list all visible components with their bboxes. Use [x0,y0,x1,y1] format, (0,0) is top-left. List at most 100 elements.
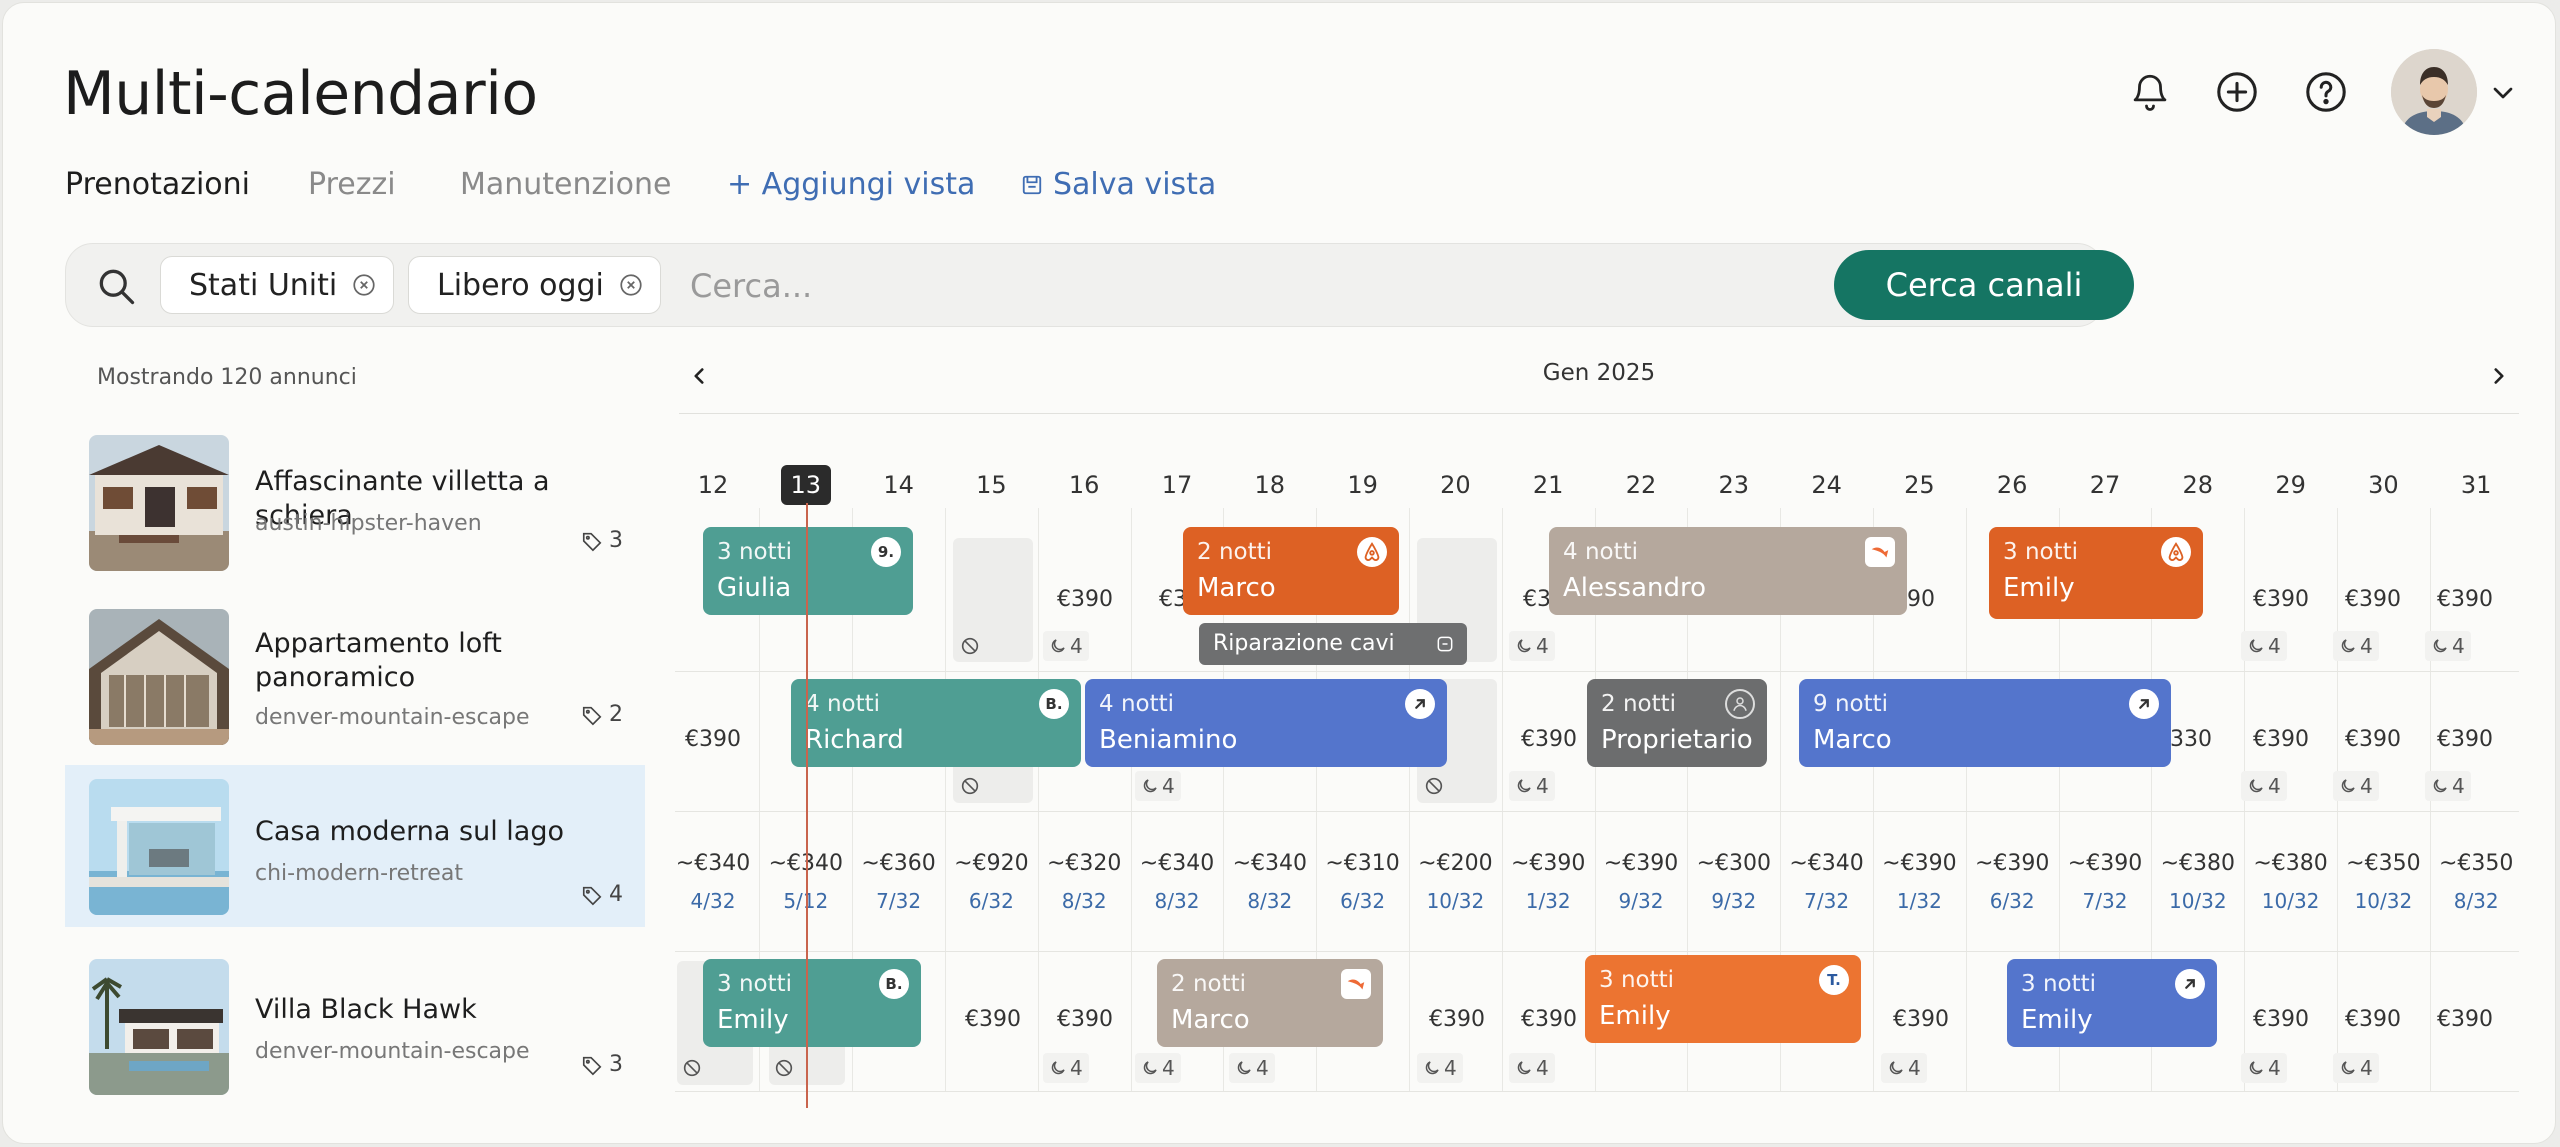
nightly-price[interactable]: ~€340 [761,851,851,876]
nightly-price[interactable]: ~€360 [861,851,936,876]
nightly-price[interactable]: ~€340 [675,851,751,876]
day-header[interactable]: 17 [1161,471,1193,499]
nightly-price[interactable]: ~€350 [2438,851,2514,876]
filter-chip-country[interactable]: Stati Uniti [160,256,395,314]
nightly-price[interactable]: ~€340 [1789,851,1864,876]
booking-block[interactable]: 4 notti Richard B. [791,679,1081,767]
clear-chip-icon[interactable] [351,272,377,298]
booking-block[interactable]: 4 notti Beniamino [1085,679,1447,767]
day-header[interactable]: 15 [976,471,1007,499]
day-header[interactable]: 21 [1532,471,1564,499]
nightly-price[interactable]: ~€920 [954,851,1029,876]
booking-block[interactable]: 3 notti Emily [2007,959,2217,1047]
nightly-price[interactable]: ~€390 [1974,851,2050,876]
day-header[interactable]: 16 [1068,471,1100,499]
plus-circle-icon[interactable] [2212,67,2262,117]
occupancy-ratio: 9/32 [1711,889,1757,913]
nightly-price[interactable]: ~€390 [2067,851,2143,876]
min-stay: 4 [2333,771,2379,801]
owner-icon [1725,689,1755,719]
prev-month-icon[interactable] [679,356,719,396]
day-header[interactable]: 26 [1996,471,2028,499]
booking-guest: Marco [1813,725,1892,755]
channel-badge: B. [879,969,909,999]
chevron-down-icon[interactable] [2487,77,2519,109]
day-header[interactable]: 31 [2460,471,2492,499]
listing-row[interactable]: Appartamento loft panoramico denver-moun… [65,595,645,757]
save-view-button[interactable]: Salva vista [1021,167,1216,202]
booking-block[interactable]: 9 notti Marco [1799,679,2171,767]
day-header[interactable]: 12 [697,471,729,499]
search-channels-button[interactable]: Cerca canali [1834,250,2134,320]
occupancy-ratio: 8/32 [2453,889,2499,913]
add-view-button[interactable]: + Aggiungi vista [727,167,975,202]
listing-photo [89,609,229,745]
day-header[interactable]: 27 [2089,471,2121,499]
help-icon[interactable] [2301,67,2351,117]
booking-block[interactable]: 3 notti Giulia 9. [703,527,913,615]
booking-block[interactable]: 2 notti Proprietario [1587,679,1767,767]
tab-maintenance[interactable]: Manutenzione [460,167,672,202]
day-header[interactable]: 20 [1440,471,1471,499]
nightly-price[interactable]: ~€310 [1325,851,1400,876]
nightly-price[interactable]: ~€380 [2160,851,2235,876]
booking-block[interactable]: 3 notti Emily T. [1585,955,1861,1043]
day-header[interactable]: 14 [883,471,914,499]
row-divider [675,811,2519,812]
day-header[interactable]: 25 [1904,471,1935,499]
clear-chip-icon[interactable] [618,272,644,298]
nightly-price[interactable]: ~€390 [1510,851,1586,876]
arrow-icon [2129,689,2159,719]
tag-count: 2 [581,702,623,727]
day-header[interactable]: 29 [2275,471,2306,499]
nightly-price[interactable]: ~€300 [1696,851,1771,876]
day-header[interactable]: 22 [1625,471,1657,499]
day-header[interactable]: 18 [1254,471,1286,499]
bell-icon[interactable] [2125,67,2175,117]
day-header[interactable]: 24 [1811,471,1842,499]
nightly-price: €390 [2345,1007,2401,1032]
occupancy-ratio: 1/32 [1896,889,1942,913]
day-header[interactable]: 23 [1718,471,1750,499]
tag-icon [582,532,602,551]
column-divider [945,508,946,1091]
listing-slug: austin-hipster-haven [255,511,482,536]
day-header[interactable]: 19 [1347,471,1378,499]
listing-row-selected[interactable]: Casa moderna sul lago chi-modern-retreat… [65,765,645,927]
maintenance-block[interactable]: Riparazione cavi [1199,623,1467,665]
nightly-price[interactable]: ~€390 [1882,851,1957,876]
filter-chip-availability[interactable]: Libero oggi [408,256,661,314]
next-month-icon[interactable] [2479,356,2519,396]
booking-block[interactable]: 3 notti Emily B. [703,959,921,1047]
booking-block[interactable]: 3 notti Emily [1989,527,2203,619]
user-avatar[interactable] [2391,49,2477,135]
tab-prices[interactable]: Prezzi [308,167,396,202]
day-header[interactable]: 30 [2368,471,2399,499]
nightly-price[interactable]: ~€200 [1418,851,1493,876]
nightly-price[interactable]: ~€380 [2253,851,2328,876]
min-stay: 4 [2425,631,2471,661]
listing-row[interactable]: Affascinante villetta a schiera austin-h… [65,421,645,583]
nightly-price[interactable]: ~€320 [1046,851,1122,876]
booking-guest: Emily [1599,1001,1671,1031]
nightly-price[interactable]: ~€340 [1232,851,1307,876]
search-input[interactable] [690,258,1690,314]
moon-icon [2249,639,2263,653]
moon-icon [2433,779,2447,793]
min-stay: 4 [2425,771,2471,801]
min-stay: 4 [1043,631,1089,661]
booking-block[interactable]: 2 notti Marco [1183,527,1399,615]
booking-block[interactable]: 2 notti Marco [1157,959,1383,1047]
listing-row[interactable]: Villa Black Hawk denver-mountain-escape … [65,945,645,1107]
nightly-price[interactable]: ~€350 [2346,851,2421,876]
booking-block[interactable]: 4 notti Alessandro [1549,527,1907,615]
add-view-label: + Aggiungi vista [727,167,976,202]
filter-bar: Stati Uniti Libero oggi Cerca canali [65,243,2134,327]
day-header[interactable]: 28 [2182,471,2214,499]
tab-reservations[interactable]: Prenotazioni [65,167,250,202]
nightly-price[interactable]: ~€390 [1603,851,1679,876]
nightly-price[interactable]: ~€340 [1139,851,1215,876]
day-header-today[interactable]: 13 [780,465,831,505]
save-icon [1022,175,1042,194]
